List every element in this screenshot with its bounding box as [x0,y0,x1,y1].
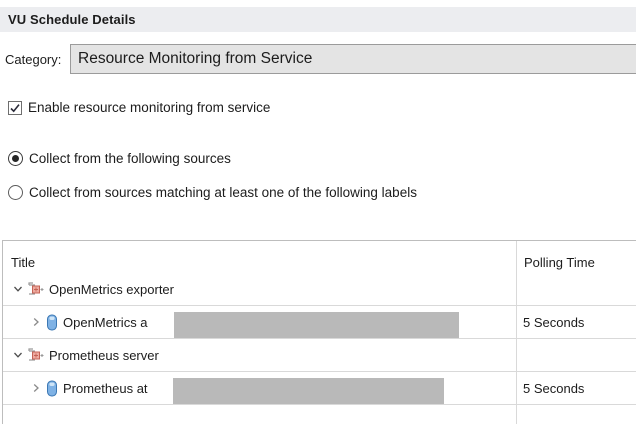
row-separator [3,305,636,306]
collect-by-labels-radio[interactable] [8,185,23,200]
tree-row-openmetrics-exporter[interactable]: OpenMetrics exporter [3,273,636,305]
sources-table: Title Polling Time [2,240,636,424]
row-separator [3,404,636,405]
polling-time-cell: 5 Seconds [523,314,585,330]
checkmark-icon [10,103,20,112]
radio-dot [12,155,19,162]
tree-node-label: Prometheus server [49,347,159,363]
chevron-down-icon[interactable] [11,282,25,296]
collect-by-labels-row: Collect from sources matching at least o… [8,185,417,200]
polling-time-cell: 5 Seconds [523,380,585,396]
chevron-right-icon[interactable] [29,315,43,329]
collect-by-labels-label: Collect from sources matching at least o… [29,185,417,200]
enable-monitoring-label: Enable resource monitoring from service [28,100,271,115]
source-capsule-icon [46,380,58,397]
exporter-server-icon [28,347,44,363]
column-header-title[interactable]: Title [11,255,36,270]
column-header-polling-time[interactable]: Polling Time [524,255,595,270]
tree-row-prometheus-source[interactable]: Prometheus at 5 Seconds [3,372,636,404]
enable-monitoring-checkbox[interactable] [8,100,22,115]
collect-from-sources-label: Collect from the following sources [29,151,231,166]
redacted-text-block [173,378,444,404]
chevron-right-icon[interactable] [29,381,43,395]
tree-node-label: OpenMetrics exporter [49,281,174,297]
redacted-text-block [174,312,459,338]
section-header: VU Schedule Details [0,7,636,32]
exporter-server-icon [28,281,44,297]
source-capsule-icon [46,314,58,331]
category-label: Category: [5,52,62,67]
section-title: VU Schedule Details [8,12,136,27]
chevron-down-icon[interactable] [11,348,25,362]
category-combo[interactable]: Resource Monitoring from Service [70,44,636,74]
row-separator [3,371,636,372]
tree-row-openmetrics-source[interactable]: OpenMetrics a 5 Seconds [3,306,636,338]
collect-from-sources-radio[interactable] [8,151,23,166]
column-divider [516,241,517,424]
tree-node-label: Prometheus at [63,380,148,396]
tree-row-prometheus-server[interactable]: Prometheus server [3,339,636,371]
row-separator [3,338,636,339]
enable-monitoring-row: Enable resource monitoring from service [8,100,270,115]
category-value: Resource Monitoring from Service [78,50,313,67]
collect-from-sources-row: Collect from the following sources [8,151,231,166]
tree-node-label: OpenMetrics a [63,314,148,330]
